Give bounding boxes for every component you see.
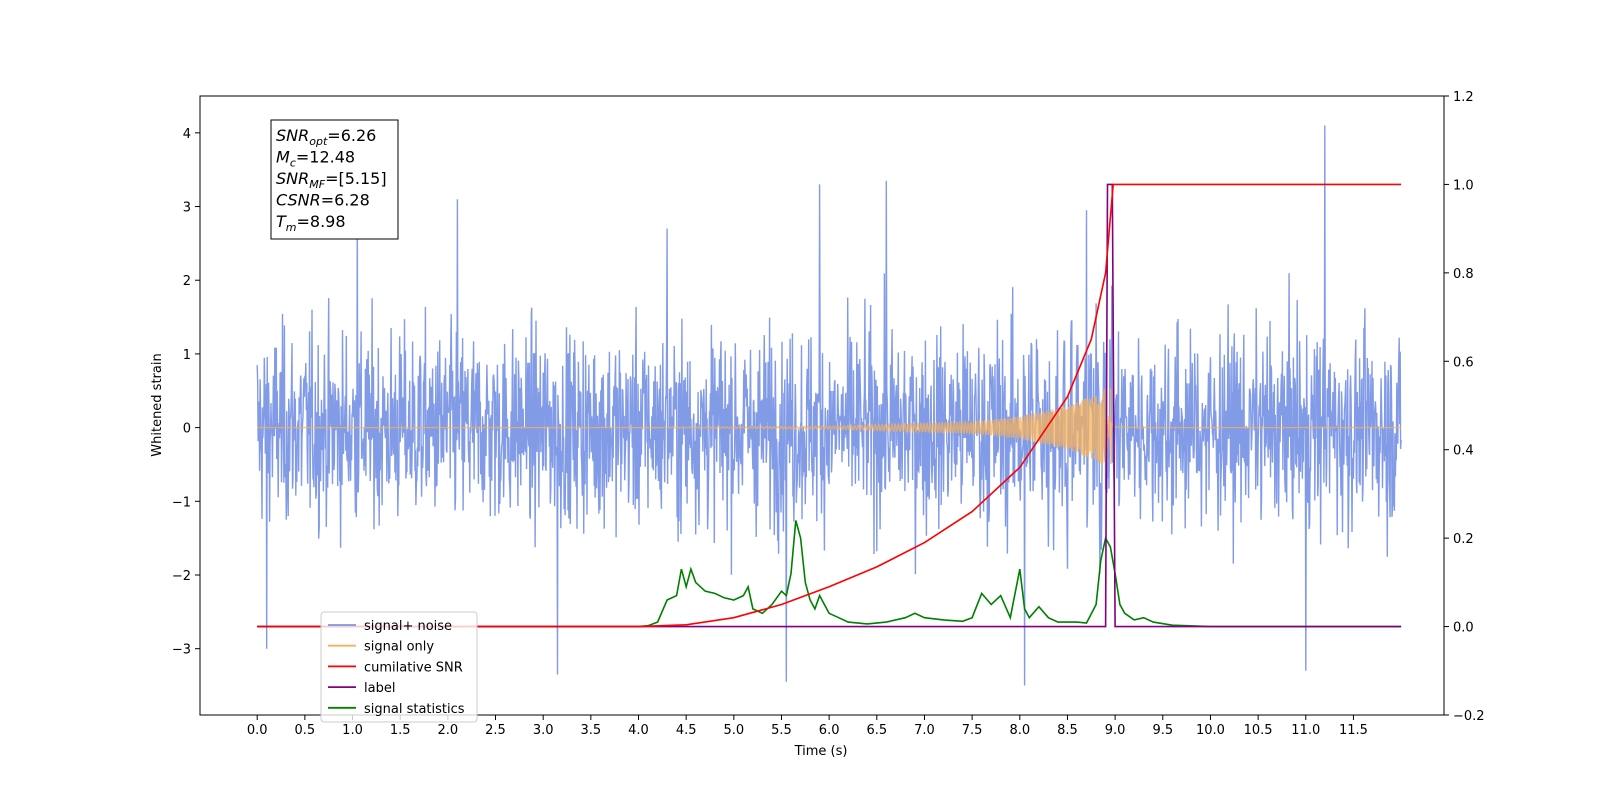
- annotation-name: M: [276, 148, 290, 167]
- annotation-name: T: [276, 212, 287, 231]
- x-tick-label: 11.5: [1339, 723, 1368, 738]
- x-axis: 0.0 0.5 1.0 1.5 2.0 2.5 3.0 3.5 4.0 4.5 5.0 5.5 6.0 6…: [247, 715, 1368, 738]
- x-tick-label: 0.5: [295, 723, 316, 738]
- annotation-value: =[5.15]: [325, 169, 387, 188]
- x-tick-label: 0.0: [247, 723, 268, 738]
- y2-tick-label: 0.6: [1453, 355, 1474, 370]
- annotation-name: CSNR: [276, 191, 321, 210]
- annotation-line: SNRMF=[5.15]: [276, 169, 387, 191]
- x-tick-label: 2.5: [485, 723, 506, 738]
- annotation-name: SNR: [276, 126, 309, 145]
- annotation-line: CSNR=6.28: [276, 191, 370, 210]
- series-cumulative-snr: [257, 183, 1402, 628]
- legend-item-cumulative-snr: cumilative SNR: [364, 660, 463, 675]
- x-tick-label: 4.0: [628, 723, 649, 738]
- annotation-line: Tm=8.98: [276, 212, 346, 234]
- legend-item-label: label: [364, 681, 395, 696]
- y2-tick-label: −0.2: [1453, 709, 1485, 724]
- annotation-value: =6.28: [321, 191, 370, 210]
- annotation-line: SNRopt=6.26: [276, 126, 376, 148]
- x-tick-label: 4.5: [676, 723, 697, 738]
- y-tick-label: 0: [183, 422, 191, 437]
- x-tick-label: 9.5: [1152, 723, 1173, 738]
- legend-item-signal-noise: signal+ noise: [364, 619, 452, 634]
- x-tick-label: 7.0: [914, 723, 935, 738]
- annotation-value: =12.48: [296, 148, 355, 167]
- annotation-line: Mc=12.48: [276, 148, 355, 170]
- y-tick-label: 2: [183, 274, 191, 289]
- y2-tick-label: 0.8: [1453, 267, 1474, 282]
- x-tick-label: 1.0: [342, 723, 363, 738]
- y-axis-label: Whitened strain: [150, 353, 165, 456]
- series-signal-noise: [256, 125, 1402, 686]
- x-tick-label: 8.0: [1009, 723, 1030, 738]
- x-tick-label: 6.0: [819, 723, 840, 738]
- x-axis-label: Time (s): [794, 744, 848, 759]
- legend: signal+ noise signal only cumilative SNR la…: [320, 611, 478, 723]
- series-layer: [256, 125, 1402, 686]
- x-tick-label: 11.0: [1291, 723, 1320, 738]
- annotation-box: SNRopt=6.26Mc=12.48SNRMF=[5.15]CSNR=6.28…: [270, 119, 399, 240]
- x-tick-label: 10.5: [1244, 723, 1273, 738]
- legend-item-signal-statistics: signal statistics: [364, 702, 465, 717]
- x-tick-label: 7.5: [962, 723, 983, 738]
- x-tick-label: 5.5: [771, 723, 792, 738]
- y2-tick-label: 1.0: [1453, 178, 1474, 193]
- y2-axis: 1.2 1.0 0.8 0.6 0.4 0.2 0.0 −0.2: [1444, 90, 1485, 724]
- y2-tick-label: 0.0: [1453, 621, 1474, 636]
- x-tick-label: 10.0: [1196, 723, 1225, 738]
- y-tick-label: −1: [172, 495, 191, 510]
- series-signal-only: [257, 387, 1402, 468]
- x-tick-label: 5.0: [723, 723, 744, 738]
- x-tick-label: 2.0: [438, 723, 459, 738]
- x-tick-label: 8.5: [1057, 723, 1078, 738]
- annotation-frame: [270, 119, 399, 240]
- y-tick-label: −2: [172, 569, 191, 584]
- legend-item-signal-only: signal only: [364, 640, 434, 655]
- y2-tick-label: 0.4: [1453, 444, 1474, 459]
- y2-tick-label: 1.2: [1453, 90, 1474, 105]
- y2-tick-label: 0.2: [1453, 532, 1474, 547]
- y-tick-label: 4: [183, 127, 191, 142]
- annotation-sub: MF: [309, 178, 325, 191]
- y-tick-label: −3: [172, 643, 191, 658]
- y-tick-label: 1: [183, 348, 191, 363]
- y-axis: 4 3 2 1 0 −1 −2 −3: [172, 127, 200, 658]
- x-tick-label: 3.5: [580, 723, 601, 738]
- annotation-sub: m: [286, 221, 297, 234]
- annotation-value: =6.26: [327, 126, 376, 145]
- annotation-sub: c: [290, 157, 296, 170]
- legend-frame: [320, 611, 478, 723]
- annotation-sub: opt: [309, 135, 328, 148]
- y-tick-label: 3: [183, 201, 191, 216]
- x-tick-label: 6.5: [866, 723, 887, 738]
- annotation-name: SNR: [276, 169, 309, 188]
- plot-frame: [199, 95, 1445, 716]
- series-signal-statistics: [257, 520, 1402, 628]
- annotation-value: =8.98: [297, 212, 346, 231]
- x-tick-label: 3.0: [533, 723, 554, 738]
- x-tick-label: 1.5: [390, 723, 411, 738]
- x-tick-label: 9.0: [1105, 723, 1126, 738]
- series-label: [257, 183, 1402, 628]
